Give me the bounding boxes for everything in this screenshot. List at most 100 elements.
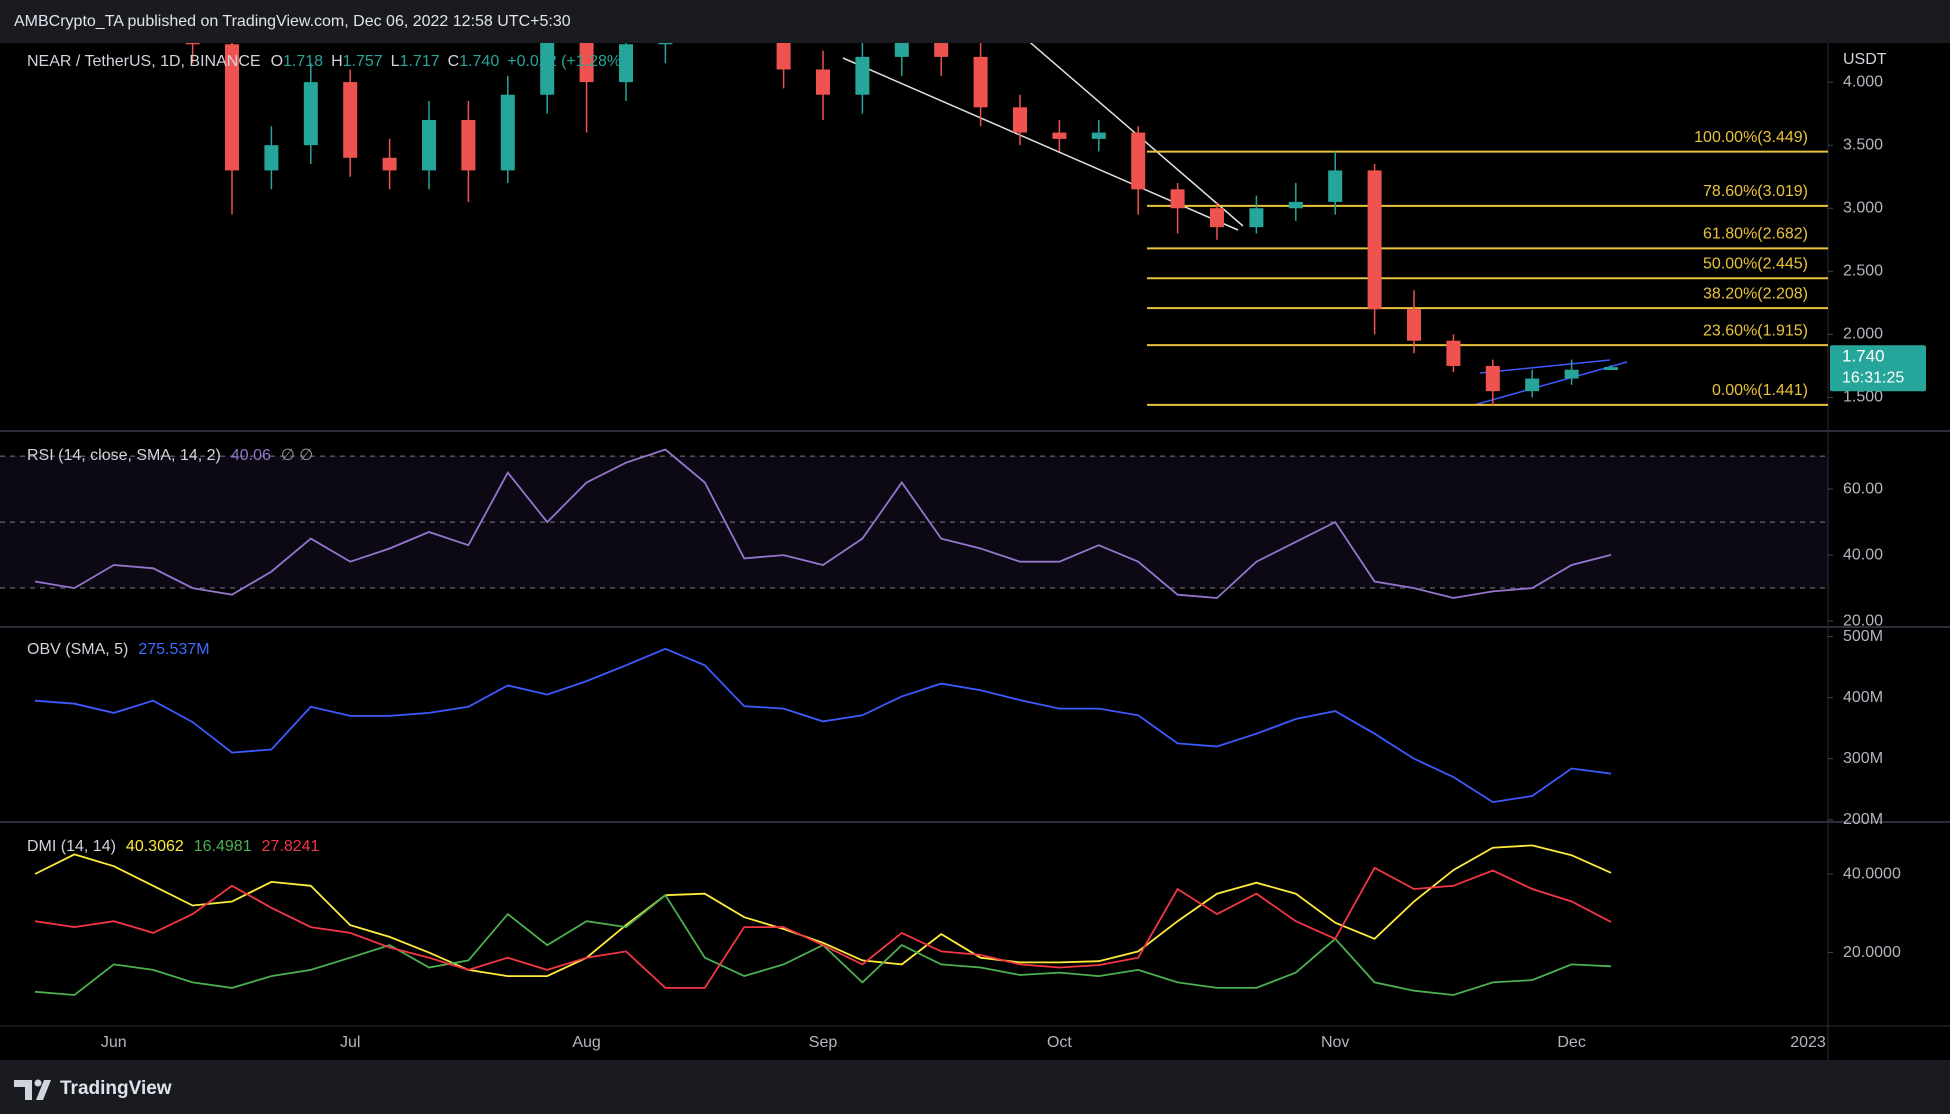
candle-body [816,69,830,95]
indicator-line [34,844,1612,977]
candle-body [855,56,870,95]
y-tick-label: 200M [1843,811,1883,828]
candle-body [461,119,476,171]
plus-di-value: 16.4981 [194,838,252,855]
y-tick-label: 3.500 [1843,136,1883,153]
candle-body [303,82,318,146]
tradingview-logo [14,1079,51,1100]
change: +0.022 (+1.28%) [507,53,626,70]
candle-body [1407,309,1421,341]
candle-body [1288,201,1303,209]
price-legend: NEAR / TetherUS, 1D, BINANCE O1.718 H1.757… [27,53,626,70]
y-tick-label: 500M [1843,628,1883,645]
wedge-line [1479,359,1611,374]
candle-body [1091,132,1106,139]
candle-body [382,157,397,171]
candle-body [579,43,594,83]
y-tick-label: 60.00 [1843,480,1883,497]
candle-body [1013,107,1027,133]
price-badge [1830,345,1926,392]
x-tick-label: Sep [809,1034,838,1051]
dmi-title: DMI (14, 14) [27,838,116,855]
candle-body [264,145,279,171]
y-tick-label: 2.000 [1843,326,1883,343]
fib-label: 78.60%(3.019) [1703,183,1808,200]
indicator-line [34,647,1612,804]
fib-label: 0.00%(1.441) [1712,382,1808,399]
adx-value: 40.3062 [126,838,184,855]
candle-body [973,56,988,108]
fib-label: 38.20%(2.208) [1703,285,1808,302]
y-tick-label: 3.000 [1843,199,1883,216]
logo-mark [14,1080,32,1100]
dmi-legend: DMI (14, 14) 40.3062 16.4981 27.8241 [27,838,320,855]
fib-label: 61.80%(2.682) [1703,226,1808,243]
candle-body [500,94,515,171]
fib-label: 50.00%(2.445) [1703,255,1808,272]
ohlc-value: 1.740 [459,53,499,70]
x-tick-label: 2023 [1790,1034,1826,1051]
candle-body [1131,132,1146,190]
candle-body [185,43,200,45]
ohlc-value: 1.717 [400,53,440,70]
obv-value: 275.537M [138,641,209,658]
ohlc-value: 1.718 [283,53,323,70]
x-tick-label: Oct [1047,1034,1072,1051]
rsi-legend: RSI (14, close, SMA, 14, 2) 40.06 ∅ ∅ [27,447,313,464]
candle-body [1367,170,1382,310]
rsi-pane [0,448,1828,599]
y-tick-label: 300M [1843,750,1883,767]
obv-title: OBV (SMA, 5) [27,641,128,658]
candle-body [934,43,949,57]
x-tick-label: Aug [572,1034,600,1051]
x-tick-label: Nov [1321,1034,1349,1051]
minus-di-value: 27.8241 [262,838,320,855]
rsi-value: 40.06 [231,447,271,464]
candle-body [1170,189,1185,209]
candle-body [894,43,909,57]
candle-body [1052,132,1067,139]
price-pane [185,43,1828,406]
candle-body [1328,170,1343,202]
obv-legend: OBV (SMA, 5) 275.537M [27,641,210,658]
x-tick-label: Jul [340,1034,360,1051]
candle-body [658,43,673,45]
candle-body [343,82,358,158]
wedge-line [1473,361,1628,406]
y-tick-label: 40.0000 [1843,865,1901,882]
obv-pane [34,647,1612,804]
candle-body [1564,369,1579,379]
footer-bar [0,1060,1950,1114]
candle-body [1485,365,1500,392]
rsi-title: RSI (14, close, SMA, 14, 2) [27,447,221,464]
y-tick-label: 20.0000 [1843,944,1901,961]
candle-body [776,43,791,70]
price-axis-unit: USDT [1843,51,1887,68]
candle-body [540,43,555,95]
rsi-extra: ∅ ∅ [281,447,313,464]
ohlc-prefix: H [331,53,343,70]
ohlc-prefix: L [391,53,400,70]
ohlc-prefix: O [271,53,283,70]
top-bar [0,0,1950,43]
x-tick-label: Jun [101,1034,127,1051]
candle-body [1525,378,1540,392]
publisher: AMBCrypto_TA published on TradingView.co… [14,13,571,30]
dmi-pane [34,844,1612,996]
y-tick-label: 40.00 [1843,546,1883,563]
y-tick-label: 1.500 [1843,389,1883,406]
candle-body [422,119,436,171]
indicator-line [34,866,1612,989]
logo-slash [36,1080,51,1100]
logo-dot [34,1079,42,1087]
footer-brand: TradingView [60,1078,172,1099]
y-tick-label: 2.500 [1843,263,1883,280]
y-tick-label: 20.00 [1843,612,1883,629]
candle-body [1604,367,1618,370]
trend-line [1029,43,1244,227]
candle-body [1249,208,1264,228]
y-tick-label: 400M [1843,689,1883,706]
candle-body [1446,340,1461,366]
fib-label: 23.60%(1.915) [1703,322,1808,339]
